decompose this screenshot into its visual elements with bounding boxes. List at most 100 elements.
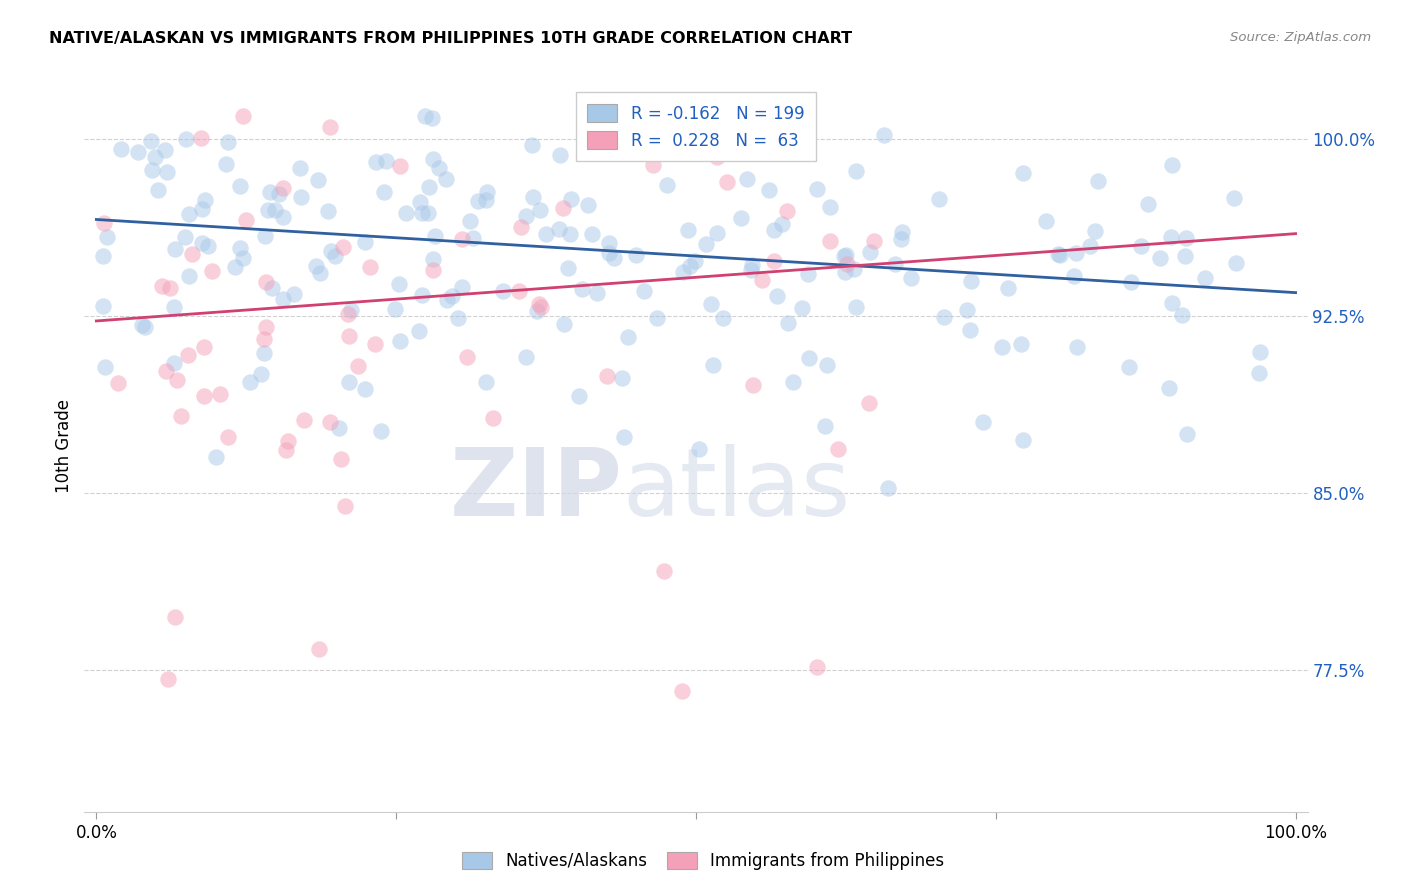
Point xyxy=(370,424,392,438)
Point xyxy=(235,212,257,227)
Point xyxy=(165,610,187,624)
Point xyxy=(316,204,339,219)
Point xyxy=(257,203,280,218)
Point xyxy=(1118,359,1140,374)
Point xyxy=(194,193,217,207)
Point xyxy=(408,324,430,338)
Point xyxy=(834,265,856,279)
Point xyxy=(422,263,444,277)
Point xyxy=(273,211,295,225)
Point xyxy=(1078,238,1101,252)
Point xyxy=(873,128,896,143)
Point xyxy=(250,367,273,381)
Point xyxy=(389,159,412,173)
Point xyxy=(672,265,695,279)
Point xyxy=(91,299,114,313)
Point xyxy=(418,179,440,194)
Point xyxy=(671,684,693,698)
Point xyxy=(288,161,311,175)
Point xyxy=(450,280,472,294)
Point xyxy=(205,450,228,464)
Point xyxy=(679,259,702,273)
Point xyxy=(159,281,181,295)
Point xyxy=(328,421,350,435)
Point xyxy=(418,206,440,220)
Point xyxy=(254,319,277,334)
Point xyxy=(253,346,276,360)
Point xyxy=(1175,426,1198,441)
Point xyxy=(492,284,515,298)
Point xyxy=(884,257,907,271)
Point xyxy=(568,389,591,403)
Point xyxy=(782,376,804,390)
Point xyxy=(447,311,470,326)
Point xyxy=(155,364,177,378)
Point xyxy=(276,443,298,458)
Point xyxy=(411,287,433,301)
Point xyxy=(526,304,548,318)
Legend: R = -0.162   N = 199, R =  0.228   N =  63: R = -0.162 N = 199, R = 0.228 N = 63 xyxy=(576,92,815,161)
Point xyxy=(700,297,723,311)
Point xyxy=(353,382,375,396)
Point xyxy=(360,260,382,274)
Point xyxy=(193,389,215,403)
Point xyxy=(333,499,356,513)
Point xyxy=(1194,271,1216,285)
Point xyxy=(422,252,444,267)
Point xyxy=(307,172,329,186)
Point xyxy=(353,235,375,250)
Point xyxy=(616,330,638,344)
Point xyxy=(224,260,246,274)
Point xyxy=(319,415,342,429)
Point xyxy=(463,231,485,245)
Point xyxy=(181,247,204,261)
Point xyxy=(323,249,346,263)
Point xyxy=(787,137,810,152)
Point xyxy=(522,190,544,204)
Point xyxy=(475,375,498,389)
Text: atlas: atlas xyxy=(623,444,851,536)
Point xyxy=(232,252,254,266)
Point xyxy=(766,289,789,303)
Point xyxy=(633,284,655,298)
Point xyxy=(427,161,450,176)
Point xyxy=(467,194,489,208)
Point xyxy=(110,142,132,156)
Point xyxy=(702,358,724,372)
Point xyxy=(515,350,537,364)
Point xyxy=(997,280,1019,294)
Point xyxy=(792,301,814,315)
Point xyxy=(741,378,763,392)
Point xyxy=(645,310,668,325)
Point xyxy=(716,143,738,157)
Point xyxy=(1159,381,1181,395)
Point xyxy=(1149,251,1171,265)
Point xyxy=(253,332,276,346)
Point xyxy=(150,278,173,293)
Point xyxy=(347,359,370,374)
Point xyxy=(716,175,738,189)
Point xyxy=(292,413,315,427)
Point xyxy=(711,311,734,326)
Point xyxy=(1174,249,1197,263)
Point xyxy=(364,155,387,169)
Point xyxy=(375,154,398,169)
Point xyxy=(797,267,820,281)
Point xyxy=(337,329,360,343)
Point xyxy=(364,337,387,351)
Point xyxy=(153,144,176,158)
Point xyxy=(613,430,636,444)
Point xyxy=(991,340,1014,354)
Point xyxy=(730,211,752,225)
Point xyxy=(763,253,786,268)
Point xyxy=(515,209,537,223)
Point xyxy=(413,109,436,123)
Point xyxy=(174,230,197,244)
Point xyxy=(96,230,118,244)
Point xyxy=(1121,275,1143,289)
Point xyxy=(215,157,238,171)
Point xyxy=(534,227,557,241)
Point xyxy=(332,240,354,254)
Point xyxy=(337,375,360,389)
Point xyxy=(508,284,530,298)
